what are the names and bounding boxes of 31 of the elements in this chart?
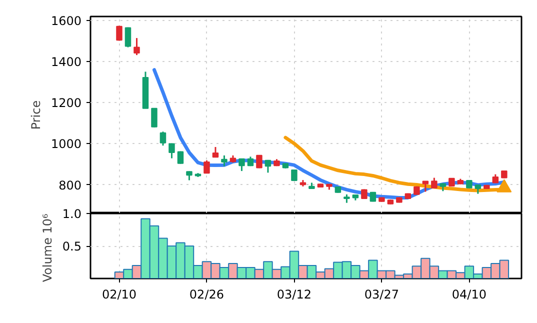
- candlestick: [474, 184, 482, 195]
- candlestick: [204, 160, 210, 174]
- x-tick-label: 03/27: [364, 288, 399, 302]
- candlestick: [134, 37, 140, 56]
- candlestick: [238, 158, 245, 172]
- y-axis-title: Volume 10⁶: [40, 213, 54, 282]
- candlestick: [431, 177, 438, 190]
- candlestick: [264, 159, 272, 174]
- y-tick-label: 800: [58, 178, 82, 192]
- candlestick: [361, 188, 368, 200]
- x-tick-label: 04/10: [452, 288, 486, 302]
- y-tick-label: 1000: [50, 137, 82, 152]
- candlestick: [160, 130, 166, 146]
- y-tick-label: 1600: [50, 14, 82, 28]
- candlestick: [221, 154, 228, 167]
- candlestick: [256, 154, 262, 169]
- candlestick: [151, 108, 158, 128]
- y-tick-label: 0.5: [62, 240, 82, 254]
- candlestick: [116, 24, 122, 42]
- x-tick-label: 02/10: [102, 288, 137, 302]
- y-tick-label: 1200: [50, 96, 82, 110]
- candlestick: [168, 142, 175, 160]
- candlestick: [177, 150, 184, 165]
- y-axis-title: Price: [28, 100, 43, 130]
- candlestick: [212, 146, 219, 158]
- x-tick-label: 02/26: [189, 288, 224, 302]
- x-tick-label: 03/12: [276, 288, 312, 302]
- candlestick: [186, 170, 192, 182]
- candlestick: [124, 26, 132, 48]
- y-tick-label: 1400: [50, 55, 82, 70]
- y-tick-label: 1.0: [62, 207, 82, 221]
